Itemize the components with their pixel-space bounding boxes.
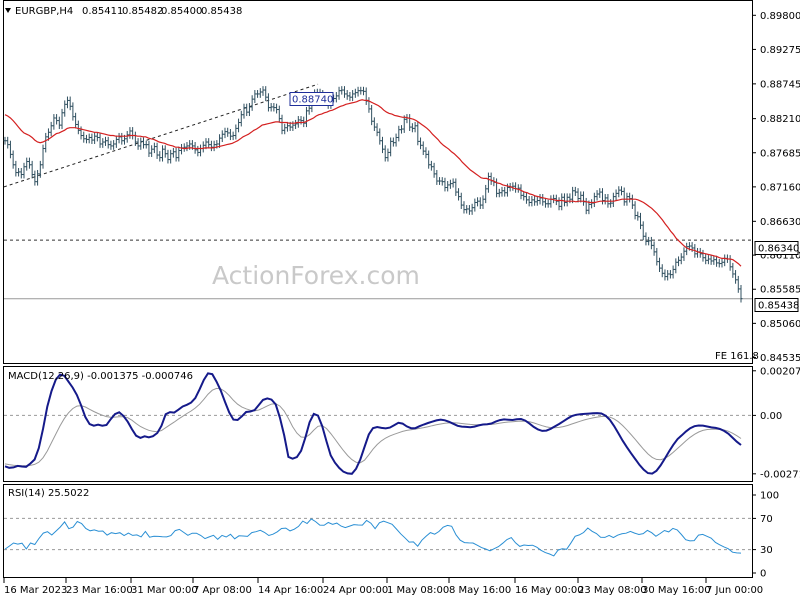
chart-symbol: EURGBP,H4	[15, 6, 73, 17]
x-tick-label: 7 Jun 00:00	[706, 585, 763, 596]
price-tick-label: 0.87160	[760, 182, 800, 193]
macd-tick-label: -0.002716	[760, 469, 800, 480]
macd-tick-label: 0.002074	[760, 366, 800, 377]
trendline	[3, 83, 319, 188]
rsi-tick-label: 30	[760, 545, 773, 556]
rsi-panel-frame	[3, 484, 753, 578]
trendline-label: 0.88740	[292, 95, 333, 106]
price-tick-label: 0.84535	[760, 353, 800, 364]
macd-line	[4, 372, 742, 475]
x-tick-label: 23 Mar 16:00	[66, 585, 133, 596]
rsi-title: RSI(14) 25.5022	[8, 488, 89, 499]
macd-panel-frame	[3, 366, 753, 482]
rsi-tick-label: 100	[760, 491, 779, 502]
price-tick-label: 0.85585	[760, 285, 800, 296]
price-tick-label: 0.86630	[760, 217, 800, 228]
axis-layer: 0.89800 0.89275 0.88745 0.88210 0.87685 0.871…	[3, 11, 800, 596]
rsi-tick-label: 0	[760, 569, 766, 580]
x-tick-label: 31 Mar 00:00	[131, 585, 198, 596]
x-tick-label: 1 May 08:00	[387, 585, 449, 596]
x-tick-label: 24 Apr 00:00	[323, 585, 388, 596]
price-panel-frame	[3, 0, 753, 364]
x-tick-label: 8 May 16:00	[449, 585, 511, 596]
ohlc-low: 0.85400	[161, 6, 202, 17]
price-tick-label: 0.87685	[760, 148, 800, 159]
price-tick-label: 0.88745	[760, 79, 800, 90]
rsi-line	[4, 518, 742, 557]
rsi-layer	[4, 517, 752, 557]
x-tick-label: 7 Apr 08:00	[193, 585, 252, 596]
macd-signal-line	[4, 387, 742, 467]
horizontal-level-box	[754, 241, 799, 255]
x-tick-label: 16 May 00:00	[515, 585, 584, 596]
watermark: ActionForex.com	[212, 261, 420, 290]
x-tick-label: 14 Apr 16:00	[258, 585, 323, 596]
price-tick-label: 0.86110	[760, 251, 800, 262]
fe-label: FE 161.8	[715, 351, 759, 362]
ohlc-open: 0.85411	[82, 6, 123, 17]
macd-title: MACD(12,26,9) -0.001375 -0.000746	[8, 371, 193, 382]
x-tick-label: 23 May 08:00	[578, 585, 647, 596]
horizontal-level-label: 0.86340	[758, 244, 799, 255]
macd-tick-label: 0.00	[760, 411, 782, 422]
price-tick-label: 0.85060	[760, 319, 800, 330]
rsi-tick-label: 70	[760, 514, 773, 525]
x-tick-label: 16 Mar 2023	[4, 585, 67, 596]
current-price-label: 0.85438	[758, 301, 799, 312]
x-tick-label: 30 May 16:00	[642, 585, 711, 596]
price-tick-label: 0.89800	[760, 11, 800, 22]
macd-layer	[4, 372, 752, 475]
ohlc-high: 0.85482	[122, 6, 163, 17]
dropdown-triangle-icon[interactable]	[5, 8, 11, 13]
price-layer	[3, 83, 752, 303]
moving-average-line	[4, 99, 742, 267]
current-price-box	[754, 298, 799, 312]
ohlc-close: 0.85438	[201, 6, 242, 17]
trendline-label-box	[289, 92, 334, 106]
price-tick-label: 0.89275	[760, 45, 800, 56]
price-tick-label: 0.88210	[760, 114, 800, 125]
